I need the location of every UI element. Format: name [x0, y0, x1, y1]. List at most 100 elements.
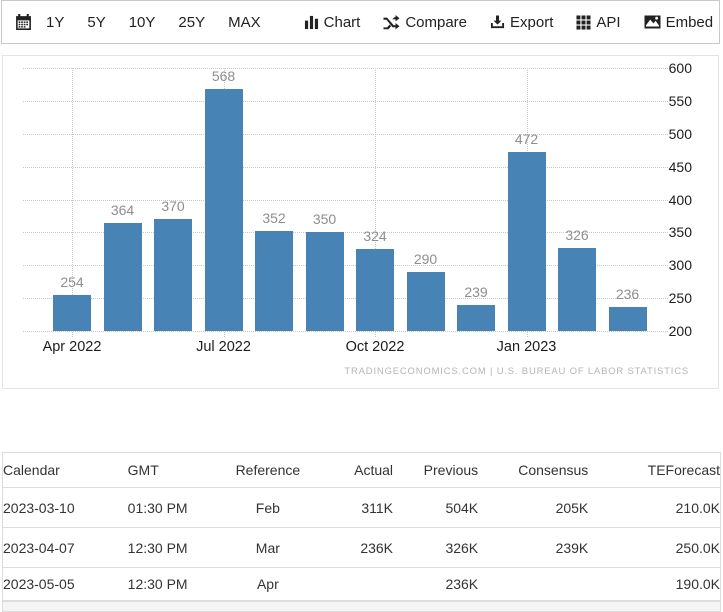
bar-may-2022[interactable] — [103, 223, 142, 331]
cell-reference: Feb — [232, 487, 303, 528]
cell-actual: 311K — [302, 487, 394, 528]
cell-teforecast: 210.0K — [588, 487, 721, 528]
x-axis-tick-label: Oct 2022 — [345, 339, 405, 355]
bar-value-label: 364 — [110, 202, 135, 219]
range-button-1y[interactable]: 1Y — [46, 14, 64, 31]
table-row[interactable]: 2023-03-10 01:30 PM Feb 311K 504K 205K 210.0K — [2, 487, 721, 528]
h-gridline — [23, 100, 668, 102]
h-gridline — [23, 133, 668, 135]
action-button-label: API — [596, 13, 621, 31]
api-button[interactable]: API — [576, 13, 621, 31]
h-gridline — [23, 199, 668, 201]
range-button-label: 10Y — [128, 13, 156, 31]
cell-reference: Mar — [232, 527, 303, 568]
y-axis-tick-label: 550 — [668, 92, 692, 109]
y-axis-tick-label: 350 — [668, 224, 692, 241]
bar-jun-2022[interactable] — [154, 219, 192, 331]
bar-feb-2023[interactable] — [558, 248, 596, 331]
bar-value-label: 254 — [60, 274, 84, 291]
y-axis-tick-label: 400 — [668, 191, 692, 208]
bar-value-label: 290 — [413, 250, 438, 267]
h-gridline — [23, 265, 668, 267]
bar-value-label: 568 — [211, 68, 236, 85]
h-gridline — [23, 68, 668, 69]
cell-calendar: 2023-04-07 — [2, 527, 128, 568]
bar-value-label: 370 — [161, 198, 185, 215]
v-gridline — [375, 68, 376, 337]
calendar-range-button[interactable] — [15, 13, 32, 31]
range-button-label: 5Y — [87, 13, 106, 31]
cell-actual — [302, 567, 394, 601]
cell-actual: 236K — [302, 527, 394, 568]
bar-value-label: 326 — [565, 227, 589, 244]
grid-icon — [576, 14, 591, 30]
cell-calendar: 2023-05-05 — [2, 567, 128, 601]
range-button-5y[interactable]: 5Y — [87, 14, 105, 31]
cell-previous: 504K — [393, 487, 479, 528]
cell-gmt: 12:30 PM — [127, 567, 233, 601]
v-gridline — [72, 68, 73, 337]
bar-dec-2022[interactable] — [457, 305, 495, 331]
cell-reference: Apr — [232, 567, 303, 601]
cell-previous: 326K — [393, 527, 479, 568]
cell-calendar: 2023-03-10 — [2, 487, 128, 528]
table-row[interactable]: 2023-04-07 12:30 PM Mar 236K 326K 239K 250.0K — [2, 527, 721, 568]
bar-jan-2023[interactable] — [507, 152, 546, 331]
table-header-row: Calendar GMT Reference Actual Previous Consen… — [2, 452, 721, 488]
h-gridline — [23, 232, 668, 234]
column-header-gmt: GMT — [127, 452, 233, 488]
bar-oct-2022[interactable] — [356, 249, 394, 331]
cell-gmt: 12:30 PM — [127, 527, 233, 568]
bar-apr-2022[interactable] — [53, 295, 91, 331]
column-header-calendar: Calendar — [2, 452, 128, 488]
bar-value-label: 472 — [514, 131, 539, 148]
range-button-label: 25Y — [178, 13, 206, 31]
range-button-max[interactable]: MAX — [228, 14, 261, 31]
economic-calendar-table: Calendar GMT Reference Actual Previous Consen… — [2, 452, 721, 601]
bar-value-label: 236 — [615, 286, 640, 303]
bar-value-label: 324 — [363, 228, 387, 245]
y-axis-tick-label: 500 — [668, 125, 692, 142]
h-gridline — [23, 298, 668, 300]
range-button-label: 1Y — [46, 13, 65, 31]
shuffle-icon — [383, 14, 400, 30]
calendar-icon — [15, 13, 32, 31]
chart-button[interactable]: Chart — [304, 13, 361, 31]
embed-button[interactable]: Embed — [644, 14, 713, 31]
chart-attribution: TRADINGECONOMICS.COM | U.S. BUREAU OF LA… — [344, 366, 689, 377]
cell-consensus — [478, 567, 589, 601]
export-button[interactable]: Export — [490, 14, 553, 31]
h-gridline — [23, 331, 668, 332]
table-row[interactable]: 2023-05-05 12:30 PM Apr 236K 190.0K — [2, 567, 721, 601]
range-button-25y[interactable]: 25Y — [178, 14, 205, 31]
column-header-reference: Reference — [232, 452, 303, 488]
column-header-previous: Previous — [393, 452, 479, 488]
download-icon — [490, 14, 505, 30]
y-axis-tick-label: 600 — [668, 60, 692, 76]
bar-aug-2022[interactable] — [255, 231, 293, 331]
bar-nov-2022[interactable] — [406, 271, 445, 331]
bar-value-label: 350 — [312, 211, 337, 228]
column-header-actual: Actual — [302, 452, 394, 488]
range-button-label: MAX — [228, 13, 261, 31]
bar-mar-2023[interactable] — [608, 307, 647, 331]
cell-consensus: 239K — [478, 527, 589, 568]
bar-sep-2022[interactable] — [305, 232, 344, 331]
chart-toolbar: 1Y 5Y 10Y 25Y MAX Chart Compare Export API Embed — [1, 0, 720, 44]
x-axis-tick-label: Apr 2022 — [42, 339, 102, 355]
chart-panel: 200 250 300 350 400 450 500 550 600 Apr 2022 Jul 2… — [2, 55, 719, 389]
range-button-10y[interactable]: 10Y — [129, 14, 156, 31]
y-axis-tick-label: 200 — [668, 323, 692, 339]
action-button-label: Export — [510, 13, 554, 31]
x-axis-tick-label: Jan 2023 — [496, 339, 557, 355]
y-axis-tick-label: 250 — [668, 290, 692, 307]
cell-previous: 236K — [393, 567, 479, 601]
cell-gmt: 01:30 PM — [127, 487, 233, 528]
compare-button[interactable]: Compare — [383, 14, 467, 31]
action-button-label: Chart — [323, 13, 361, 31]
column-header-teforecast: TEForecast — [588, 452, 721, 488]
bar-jul-2022[interactable] — [204, 89, 243, 331]
h-gridline — [23, 166, 668, 168]
y-axis-tick-label: 300 — [668, 257, 692, 274]
